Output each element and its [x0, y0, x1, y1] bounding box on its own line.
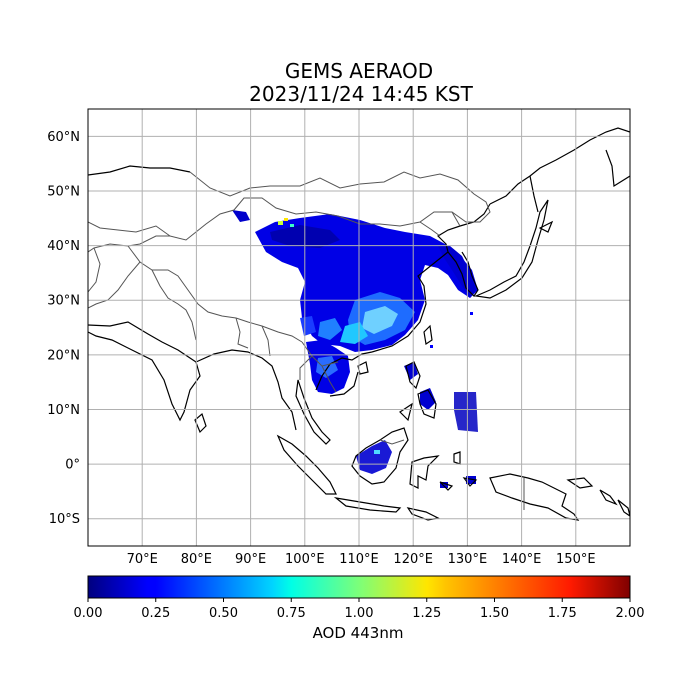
coastlines	[88, 127, 630, 521]
lat-tick-label: 10°N	[47, 403, 80, 418]
lon-tick-label: 150°E	[556, 552, 596, 567]
map-subtitle: 2023/11/24 14:45 KST	[249, 82, 473, 106]
map-frame	[87, 108, 631, 547]
colorbar	[87, 575, 631, 599]
colorbar-tick-label: 2.00	[616, 606, 645, 621]
colorbar-tick-label: 0.50	[209, 606, 238, 621]
colorbar-tick-label: 1.50	[480, 606, 509, 621]
lon-tick-label: 100°E	[285, 552, 325, 567]
colorbar-tick-label: 0.00	[74, 606, 103, 621]
lat-tick-label: 30°N	[47, 294, 80, 309]
lat-tick-label: 60°N	[47, 130, 80, 145]
colorbar-label: AOD 443nm	[312, 624, 404, 642]
colorbar-ticks: 0.00 0.25 0.50 0.75 1.00 1.25 1.50 1.75 2.00	[74, 598, 645, 621]
lon-tick-label: 70°E	[127, 552, 158, 567]
lon-tick-label: 120°E	[393, 552, 433, 567]
lat-tick-labels: 60°N 50°N 40°N 30°N 20°N 10°N 0° 10°S	[47, 130, 80, 527]
map-title: GEMS AERAOD	[284, 59, 434, 83]
lat-tick-label: 0°	[65, 458, 80, 473]
lon-tick-label: 80°E	[181, 552, 212, 567]
lat-tick-label: 40°N	[47, 239, 80, 254]
colorbar-tick-label: 1.00	[345, 606, 374, 621]
lat-tick-label: 50°N	[47, 184, 80, 199]
lon-tick-label: 110°E	[339, 552, 379, 567]
aod-data-field	[232, 210, 478, 488]
colorbar-tick-label: 0.75	[277, 606, 306, 621]
colorbar-tick-label: 1.75	[548, 606, 577, 621]
lon-tick-label: 130°E	[448, 552, 488, 567]
lat-tick-label: 20°N	[47, 348, 80, 363]
lon-tick-labels: 70°E 80°E 90°E 100°E 110°E 120°E 130°E 140°E 150…	[127, 552, 596, 567]
colorbar-tick-label: 1.25	[412, 606, 441, 621]
lat-tick-label: 10°S	[49, 512, 80, 527]
gridlines	[88, 109, 630, 546]
colorbar-tick-label: 0.25	[141, 606, 170, 621]
lon-tick-label: 140°E	[502, 552, 542, 567]
country-borders	[88, 171, 525, 510]
lon-tick-label: 90°E	[235, 552, 266, 567]
